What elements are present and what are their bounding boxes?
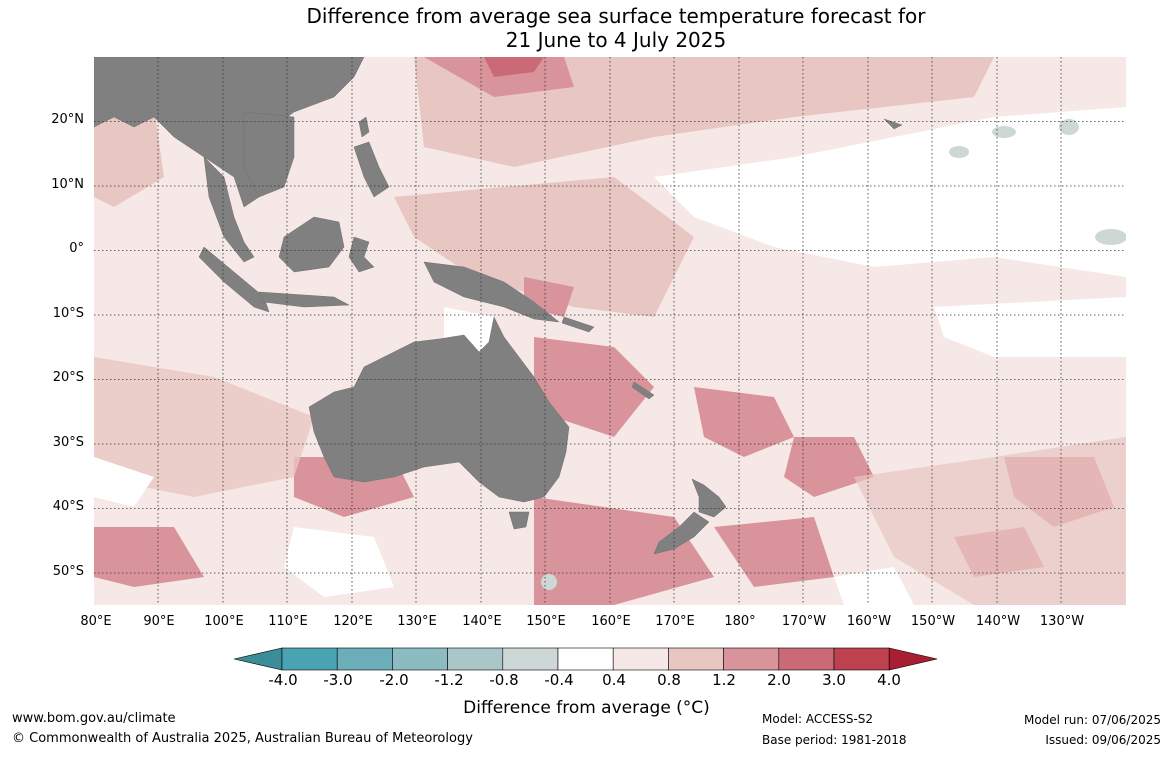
new-caledonia: [631, 381, 655, 400]
asia-mainland: [94, 57, 365, 208]
title-line-2: 21 June to 4 July 2025: [505, 28, 727, 52]
lon-label-130w: 130°W: [1039, 614, 1085, 629]
legend-swatch-8: [723, 647, 780, 671]
hawaii: [883, 118, 903, 130]
lon-label-110e: 110°E: [268, 614, 308, 629]
near-average-areas: [94, 107, 1126, 605]
lon-label-90e: 90°E: [143, 614, 175, 629]
lat-label-0: 0°: [69, 241, 84, 256]
legend-swatch-5: [557, 647, 614, 671]
borneo: [278, 216, 345, 273]
lon-label-150e: 150°E: [526, 614, 566, 629]
legend-swatch-7: [668, 647, 724, 671]
legend-under-arrow: [234, 647, 283, 671]
legend-tick-8: 1.2: [712, 671, 736, 689]
base-period: Base period: 1981-2018: [762, 733, 907, 747]
lon-label-170w: 170°W: [781, 614, 827, 629]
lat-label-10s: 10°S: [52, 306, 84, 321]
new-guinea: [423, 261, 560, 323]
philippines: [353, 141, 390, 198]
new-zealand-south: [653, 511, 710, 555]
legend-swatch-6: [612, 647, 669, 671]
legend-swatch-0: [281, 647, 338, 671]
lon-label-160e: 160°E: [591, 614, 631, 629]
legend-tick-3: -1.2: [434, 671, 464, 689]
issued-date: Issued: 09/06/2025: [1045, 733, 1161, 747]
new-zealand-north: [691, 478, 727, 518]
legend-tick-2: -2.0: [379, 671, 409, 689]
lon-label-100e: 100°E: [204, 614, 244, 629]
legend-title: Difference from average (°C): [463, 698, 710, 718]
legend-swatch-9: [778, 647, 835, 671]
lon-label-140e: 140°E: [462, 614, 502, 629]
lat-label-10n: 10°N: [51, 177, 84, 192]
taiwan: [358, 116, 370, 138]
legend-tick-10: 3.0: [822, 671, 846, 689]
legend-tick-5: -0.4: [544, 671, 574, 689]
land: [94, 57, 903, 555]
legend-swatch-2: [392, 647, 448, 671]
sulawesi: [348, 236, 375, 273]
legend-tick-1: -3.0: [323, 671, 353, 689]
java: [258, 291, 350, 308]
lon-label-180: 180°: [724, 614, 756, 629]
title-line-1: Difference from average sea surface temp…: [306, 4, 926, 28]
lon-label-80e: 80°E: [80, 614, 112, 629]
lon-label-160w: 160°W: [846, 614, 892, 629]
lon-label-120e: 120°E: [333, 614, 373, 629]
model-run-date: Model run: 07/06/2025: [1023, 713, 1161, 727]
model-name: Model: ACCESS-S2: [762, 712, 874, 726]
australia: [308, 316, 570, 503]
legend-tick-4: -0.8: [489, 671, 519, 689]
solomon-islands: [561, 316, 595, 333]
legend-swatch-3: [447, 647, 504, 671]
copyright-notice: © Commonwealth of Australia 2025, Austra…: [12, 731, 473, 746]
indochina: [243, 111, 295, 198]
legend-colorbar: [234, 647, 938, 671]
sst-anomaly-map: [94, 57, 1126, 605]
graticule: [94, 57, 1126, 605]
sumatra: [198, 246, 270, 313]
legend-tick-7: 0.8: [657, 671, 681, 689]
legend-tick-0: -4.0: [268, 671, 298, 689]
lat-label-30s: 30°S: [52, 435, 84, 450]
lon-label-140w: 140°W: [975, 614, 1021, 629]
lat-label-40s: 40°S: [52, 499, 84, 514]
website-link[interactable]: www.bom.gov.au/climate: [12, 711, 176, 726]
lat-label-50s: 50°S: [52, 564, 84, 579]
legend-swatch-10: [833, 647, 890, 671]
lon-label-170e: 170°E: [655, 614, 695, 629]
lat-label-20n: 20°N: [51, 112, 84, 127]
legend-tick-6: 0.4: [602, 671, 626, 689]
tasmania: [508, 511, 530, 530]
legend-swatch-4: [502, 647, 559, 671]
lon-label-150w: 150°W: [910, 614, 956, 629]
map-title: Difference from average sea surface temp…: [0, 4, 1173, 52]
lat-label-20s: 20°S: [52, 370, 84, 385]
legend-tick-11: 4.0: [877, 671, 901, 689]
malay-peninsula: [203, 156, 255, 263]
lon-label-130e: 130°E: [397, 614, 437, 629]
legend-swatch-1: [336, 647, 393, 671]
legend-tick-9: 2.0: [767, 671, 791, 689]
legend-over-arrow: [888, 647, 938, 671]
